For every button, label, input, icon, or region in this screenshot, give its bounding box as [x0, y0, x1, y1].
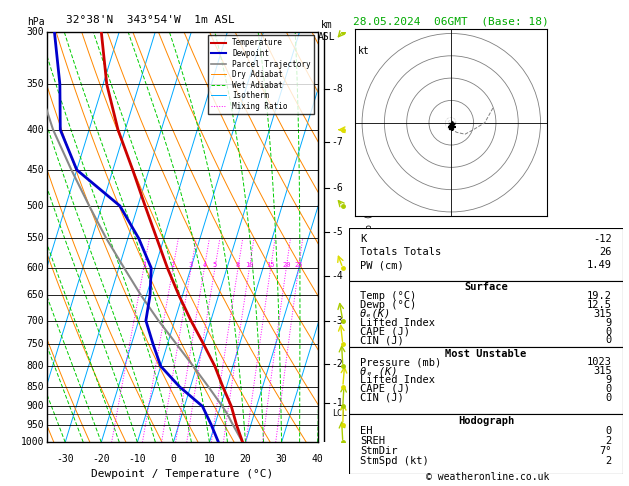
Text: 2: 2 [606, 456, 612, 466]
Text: 1: 1 [142, 262, 146, 268]
Text: © weatheronline.co.uk: © weatheronline.co.uk [426, 472, 549, 482]
Text: -3: -3 [331, 315, 343, 326]
Text: -5: -5 [331, 227, 343, 237]
Text: 1000: 1000 [20, 437, 44, 447]
Text: 500: 500 [26, 201, 44, 211]
Text: hPa: hPa [27, 17, 45, 28]
Text: 900: 900 [26, 401, 44, 411]
Text: 8: 8 [236, 262, 240, 268]
Text: 4: 4 [203, 262, 206, 268]
Text: 315: 315 [593, 366, 612, 376]
Bar [349, 228, 623, 281]
Text: Dewp (°C): Dewp (°C) [360, 300, 416, 310]
Text: -20: -20 [92, 454, 110, 464]
Text: StmSpd (kt): StmSpd (kt) [360, 456, 429, 466]
Text: 40: 40 [312, 454, 323, 464]
Text: CIN (J): CIN (J) [360, 335, 404, 346]
Text: 1.49: 1.49 [587, 260, 612, 270]
Text: 32°38'N  343°54'W  1m ASL: 32°38'N 343°54'W 1m ASL [65, 16, 235, 25]
Text: 0: 0 [606, 384, 612, 394]
Bar [349, 347, 623, 414]
Text: 28.05.2024  06GMT  (Base: 18): 28.05.2024 06GMT (Base: 18) [353, 17, 549, 27]
Text: 5: 5 [213, 262, 217, 268]
Text: 15: 15 [267, 262, 275, 268]
Text: 1023: 1023 [587, 358, 612, 367]
Text: -6: -6 [331, 183, 343, 193]
Text: 9: 9 [606, 375, 612, 385]
Text: 20: 20 [240, 454, 252, 464]
Text: 0: 0 [606, 426, 612, 436]
Text: CAPE (J): CAPE (J) [360, 327, 410, 336]
Text: 700: 700 [26, 315, 44, 326]
Text: K: K [360, 234, 366, 244]
Text: Temp (°C): Temp (°C) [360, 291, 416, 301]
Text: Surface: Surface [464, 282, 508, 293]
Text: Pressure (mb): Pressure (mb) [360, 358, 442, 367]
Text: CAPE (J): CAPE (J) [360, 384, 410, 394]
Text: Lifted Index: Lifted Index [360, 375, 435, 385]
Text: 650: 650 [26, 290, 44, 300]
Text: 300: 300 [26, 27, 44, 36]
Text: 9: 9 [606, 318, 612, 328]
Text: -2: -2 [331, 359, 343, 369]
Text: 350: 350 [26, 79, 44, 89]
Text: 7°: 7° [599, 446, 612, 456]
Text: Hodograph: Hodograph [458, 416, 514, 426]
Text: CIN (J): CIN (J) [360, 393, 404, 403]
Text: 2: 2 [171, 262, 175, 268]
Text: -12: -12 [593, 234, 612, 244]
Text: 750: 750 [26, 339, 44, 349]
Text: 30: 30 [276, 454, 287, 464]
Text: 12.5: 12.5 [587, 300, 612, 310]
Text: 850: 850 [26, 382, 44, 392]
Text: Totals Totals: Totals Totals [360, 247, 442, 257]
Text: -10: -10 [128, 454, 146, 464]
Text: 0: 0 [606, 327, 612, 336]
Text: 800: 800 [26, 361, 44, 371]
Text: 0: 0 [606, 393, 612, 403]
Text: 400: 400 [26, 125, 44, 135]
Text: EH: EH [360, 426, 372, 436]
Text: -30: -30 [57, 454, 74, 464]
Text: ASL: ASL [318, 32, 335, 42]
Text: StmDir: StmDir [360, 446, 398, 456]
Text: Dewpoint / Temperature (°C): Dewpoint / Temperature (°C) [91, 469, 274, 479]
Text: 10: 10 [204, 454, 215, 464]
Text: 600: 600 [26, 263, 44, 273]
Text: 550: 550 [26, 233, 44, 243]
Text: Lifted Index: Lifted Index [360, 318, 435, 328]
Text: -1: -1 [331, 398, 343, 407]
Text: 0: 0 [170, 454, 176, 464]
Text: 20: 20 [282, 262, 291, 268]
Text: 0: 0 [606, 335, 612, 346]
Bar [349, 281, 623, 347]
Text: -4: -4 [331, 272, 343, 281]
Text: -8: -8 [331, 84, 343, 94]
Text: LCL: LCL [332, 409, 347, 418]
Text: 26: 26 [599, 247, 612, 257]
Text: PW (cm): PW (cm) [360, 260, 404, 270]
Text: km: km [321, 19, 332, 30]
Text: Most Unstable: Most Unstable [445, 348, 526, 359]
Text: 315: 315 [593, 309, 612, 319]
Text: -7: -7 [331, 137, 343, 147]
Bar [349, 414, 623, 474]
Text: SREH: SREH [360, 436, 385, 446]
Text: 10: 10 [245, 262, 253, 268]
Text: 2: 2 [606, 436, 612, 446]
Text: 950: 950 [26, 420, 44, 430]
Text: 25: 25 [294, 262, 303, 268]
Text: 450: 450 [26, 165, 44, 175]
Legend: Temperature, Dewpoint, Parcel Trajectory, Dry Adiabat, Wet Adiabat, Isotherm, Mi: Temperature, Dewpoint, Parcel Trajectory… [208, 35, 314, 114]
Text: 3: 3 [189, 262, 193, 268]
Text: Mixing Ratio (g/kg): Mixing Ratio (g/kg) [365, 190, 374, 284]
Text: θₑ(K): θₑ(K) [360, 309, 391, 319]
Text: 19.2: 19.2 [587, 291, 612, 301]
Text: kt: kt [358, 46, 369, 55]
Text: θₑ (K): θₑ (K) [360, 366, 398, 376]
